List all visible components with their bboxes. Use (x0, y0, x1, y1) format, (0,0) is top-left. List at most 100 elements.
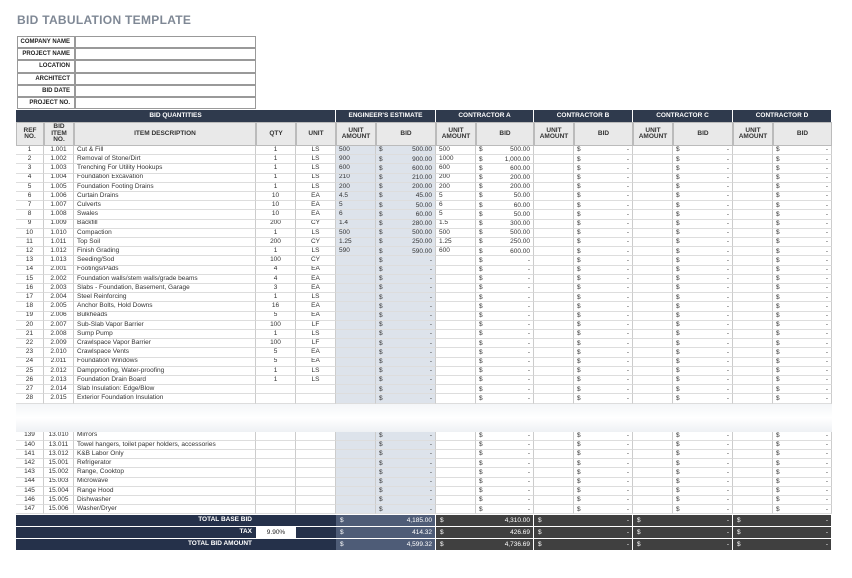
bid-value: - (726, 505, 729, 513)
table-cell (633, 238, 673, 248)
bid-value: - (626, 459, 629, 467)
bid-cell (574, 265, 633, 275)
table-cell: 1.009 (44, 219, 74, 229)
table-cell: Crawlspace Vapor Barrier (74, 339, 256, 349)
table-cell (633, 265, 673, 275)
bid-value: - (626, 487, 629, 495)
bid-cell (673, 330, 733, 340)
bid-value: - (726, 477, 729, 485)
table-cell (633, 256, 673, 266)
bid-value: - (825, 173, 828, 181)
bid-cell (574, 394, 633, 404)
table-cell: 4 (256, 265, 296, 275)
currency: $ (379, 192, 383, 200)
bid-cell (376, 173, 436, 183)
table-cell: Footings/Pads (74, 265, 256, 275)
table-cell (733, 302, 773, 312)
currency: $ (577, 146, 581, 154)
currency: $ (577, 394, 581, 402)
table-cell: 6 (336, 210, 376, 220)
currency: $ (577, 505, 581, 513)
table-cell: EA (296, 274, 336, 284)
currency: $ (479, 302, 483, 310)
currency: $ (737, 528, 741, 536)
bid-value: - (527, 284, 530, 292)
currency: $ (676, 394, 680, 402)
bid-cell (476, 431, 534, 441)
table-cell (256, 496, 296, 506)
table-cell (436, 496, 476, 506)
bid-cell (773, 201, 832, 211)
table-cell (633, 311, 673, 321)
group-header: CONTRACTOR B (534, 110, 633, 122)
bid-value: 600.00 (412, 164, 432, 172)
currency: $ (379, 339, 383, 347)
table-cell (633, 477, 673, 487)
group-header: CONTRACTOR A (436, 110, 534, 122)
currency: $ (776, 357, 780, 365)
currency: $ (776, 146, 780, 154)
column-header: BID (673, 122, 733, 146)
table-cell: 15.005 (44, 496, 74, 506)
bid-value: - (429, 376, 432, 384)
currency: $ (776, 450, 780, 458)
bid-cell (673, 182, 733, 192)
bid-cell (673, 459, 733, 469)
total-value: - (825, 516, 828, 524)
bid-value: 250.00 (412, 238, 432, 246)
table-cell (733, 496, 773, 506)
bid-cell (773, 357, 832, 367)
table-cell: 2.015 (44, 394, 74, 404)
table-cell: 9 (16, 219, 44, 229)
total-cell (733, 527, 832, 539)
table-cell (436, 459, 476, 469)
table-cell: 1.4 (336, 219, 376, 229)
table-cell (633, 302, 673, 312)
bid-value: - (825, 487, 828, 495)
table-cell: 14 (16, 265, 44, 275)
table-cell (436, 293, 476, 303)
currency: $ (776, 505, 780, 513)
bid-cell (574, 348, 633, 358)
table-cell (436, 376, 476, 386)
table-cell (633, 155, 673, 165)
bid-value: - (825, 155, 828, 163)
bid-cell (376, 376, 436, 386)
column-header: BID (574, 122, 633, 146)
bid-cell (376, 247, 436, 257)
currency: $ (776, 441, 780, 449)
bid-cell (574, 146, 633, 156)
table-cell (336, 394, 376, 404)
bid-cell (476, 302, 534, 312)
bid-cell (574, 496, 633, 506)
table-cell: 1.010 (44, 228, 74, 238)
bid-cell (773, 348, 832, 358)
table-cell (733, 274, 773, 284)
table-cell: 200 (256, 219, 296, 229)
currency: $ (776, 284, 780, 292)
table-cell: 1 (256, 293, 296, 303)
table-cell: EA (296, 210, 336, 220)
currency: $ (776, 339, 780, 347)
total-value: - (626, 528, 629, 536)
currency: $ (676, 431, 680, 439)
bid-value: - (726, 468, 729, 476)
bid-cell (673, 219, 733, 229)
table-cell: 1 (256, 247, 296, 257)
currency: $ (577, 496, 581, 504)
currency: $ (340, 540, 344, 548)
bid-value: - (429, 348, 432, 356)
table-cell: Foundation Excavation (74, 173, 256, 183)
currency: $ (776, 219, 780, 227)
bid-cell (673, 486, 733, 496)
bid-value: - (626, 146, 629, 154)
currency: $ (538, 540, 542, 548)
table-cell: Bulkheads (74, 311, 256, 321)
bid-value: - (626, 385, 629, 393)
total-value: 4,599.32 (406, 540, 432, 548)
table-cell (256, 450, 296, 460)
bid-value: - (429, 450, 432, 458)
fade-gap (16, 403, 832, 432)
table-cell (436, 265, 476, 275)
currency: $ (379, 321, 383, 329)
